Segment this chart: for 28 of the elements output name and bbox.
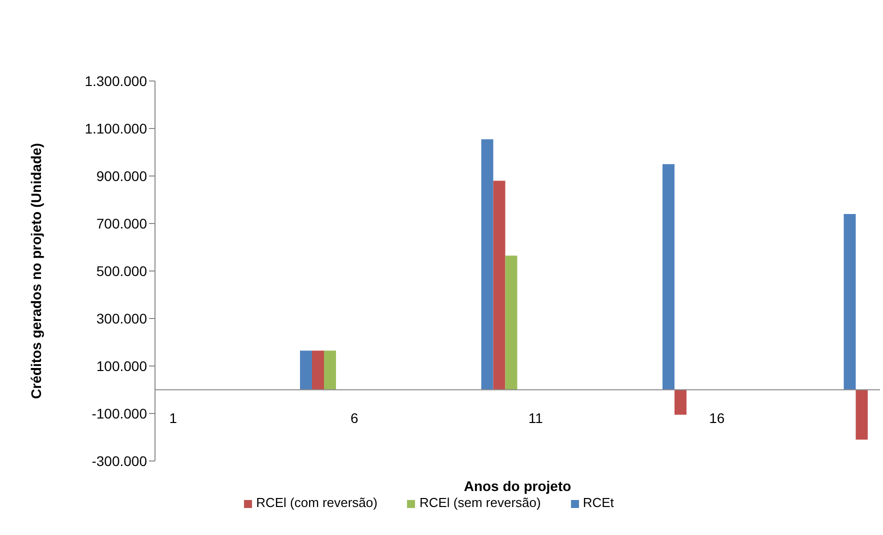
x-axis-title: Anos do projeto [464, 478, 572, 494]
bar [505, 256, 518, 390]
legend-label: RCEt [582, 495, 614, 510]
legend-label: RCEl (sem reversão) [419, 495, 541, 510]
y-tick-label: 900.000 [96, 168, 148, 184]
x-tick-label: 1 [169, 410, 178, 426]
y-tick-label: 1.300.000 [84, 72, 148, 89]
y-tick-label: 1.100.000 [84, 120, 148, 136]
x-tick-label: 11 [528, 410, 544, 426]
y-axis-title: Créditos gerados no projeto (Unidade) [28, 143, 44, 399]
bar [662, 164, 674, 390]
bar [674, 390, 686, 415]
bar [856, 390, 868, 440]
y-tick-label: 700.000 [96, 215, 148, 232]
x-tick-label: 16 [709, 410, 725, 426]
bar [324, 350, 336, 390]
bar [300, 350, 312, 390]
bar [312, 350, 324, 390]
bar [481, 139, 494, 390]
y-tick-label: 100.000 [96, 358, 148, 374]
legend-label: RCEl (com reversão) [256, 495, 378, 510]
bar [844, 214, 856, 390]
bar [493, 180, 506, 390]
y-tick-label: -300.000 [92, 452, 148, 469]
y-tick-label: 300.000 [96, 310, 148, 326]
y-tick-label: -100.000 [92, 405, 148, 422]
x-tick-label: 6 [350, 410, 358, 426]
y-tick-label: 500.000 [96, 262, 148, 279]
